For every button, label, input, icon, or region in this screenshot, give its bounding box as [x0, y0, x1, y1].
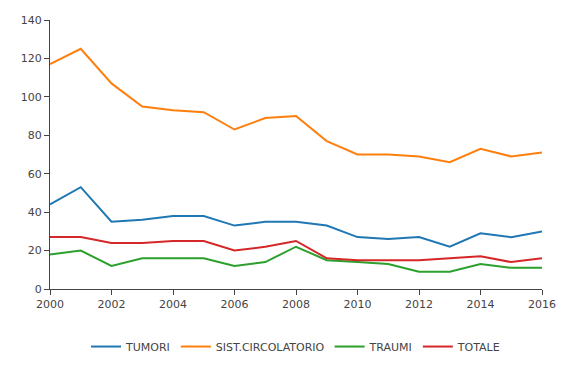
svg-text:2004: 2004: [159, 298, 187, 311]
svg-text:TOTALE: TOTALE: [457, 341, 500, 354]
svg-text:100: 100: [21, 91, 42, 104]
svg-text:2016: 2016: [528, 298, 556, 311]
svg-text:40: 40: [28, 206, 42, 219]
svg-text:2014: 2014: [467, 298, 495, 311]
svg-text:TUMORI: TUMORI: [125, 341, 170, 354]
svg-text:2006: 2006: [221, 298, 249, 311]
svg-text:80: 80: [28, 129, 42, 142]
svg-text:SIST.CIRCOLATORIO: SIST.CIRCOLATORIO: [216, 341, 325, 354]
svg-text:140: 140: [21, 14, 42, 27]
svg-text:TRAUMI: TRAUMI: [369, 341, 412, 354]
svg-text:120: 120: [21, 52, 42, 65]
svg-text:2012: 2012: [405, 298, 433, 311]
svg-text:2000: 2000: [36, 298, 64, 311]
svg-text:2002: 2002: [98, 298, 126, 311]
svg-text:60: 60: [28, 168, 42, 181]
svg-text:0: 0: [35, 283, 42, 296]
svg-text:2008: 2008: [282, 298, 310, 311]
svg-text:2010: 2010: [344, 298, 372, 311]
svg-text:20: 20: [28, 244, 42, 257]
